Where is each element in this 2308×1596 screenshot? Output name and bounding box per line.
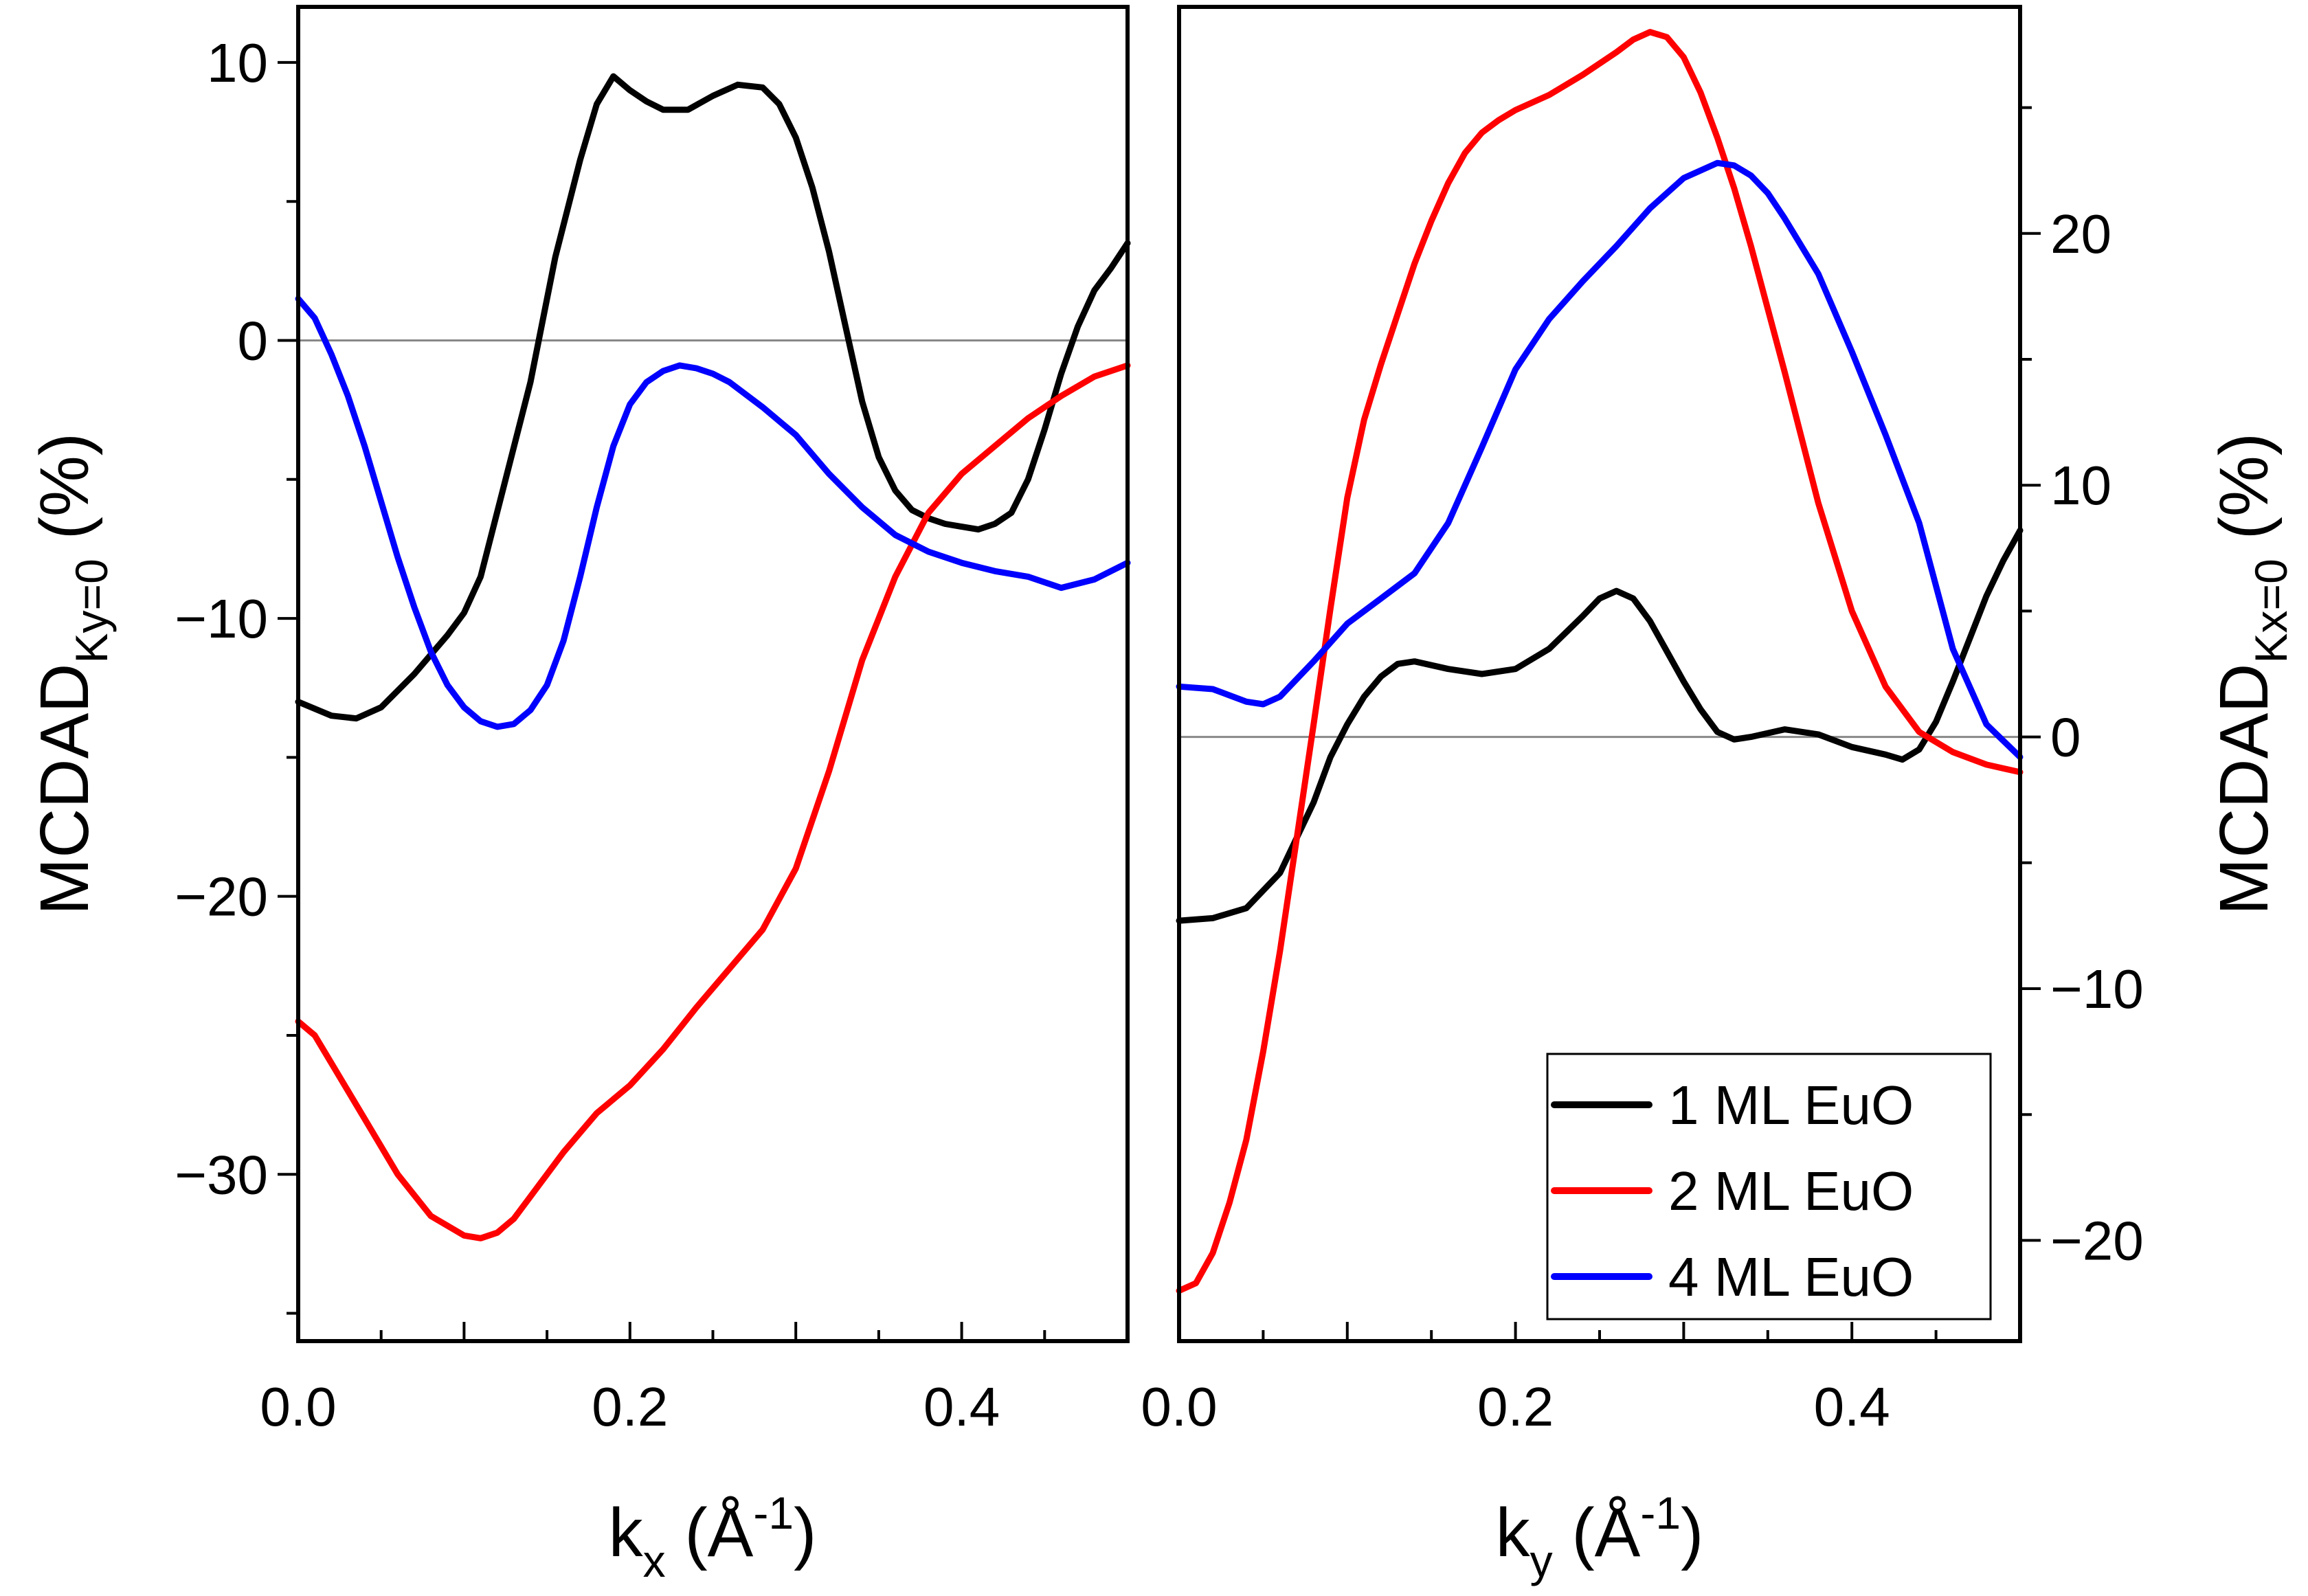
y-tick-label: −20 (175, 866, 268, 928)
y-tick-label: −30 (175, 1144, 268, 1205)
x-tick-label: 0.0 (260, 1376, 336, 1437)
x-tick-label: 0.4 (1814, 1376, 1890, 1437)
y-tick-label: 0 (238, 311, 269, 372)
y-tick-label: 10 (2050, 455, 2111, 516)
series-layer (1176, 29, 2024, 1294)
series-line-3 (295, 295, 1131, 730)
legend-label-4ml: 4 ML EuO (1668, 1246, 1914, 1307)
series-line-1 (295, 73, 1131, 722)
y-tick-label: 0 (2050, 707, 2081, 768)
y-tick-label: −10 (175, 588, 268, 649)
y-tick-label: 10 (207, 32, 268, 93)
legend: 1 ML EuO 2 ML EuO 4 ML EuO (1546, 1053, 1992, 1320)
x-tick-label: 0.0 (1141, 1376, 1217, 1437)
x-tick-label: 0.4 (923, 1376, 1000, 1437)
series-line-2 (1176, 29, 2024, 1294)
tick-layer: 0.0 0.2 0.4 20 10 0 −10 −20 (1141, 106, 2144, 1437)
x-axis-title: ky (Å-1) (1496, 1487, 1704, 1586)
left-panel: 0.0 0.2 0.4 10 0 −10 −20 −30 kx (Å-1) MCDADKy=0… (26, 5, 1131, 1586)
y-tick-label: 20 (2050, 203, 2111, 265)
x-axis-title: kx (Å-1) (609, 1487, 817, 1586)
series-line-2 (295, 362, 1131, 1241)
y-tick-label: −20 (2050, 1210, 2144, 1271)
tick-layer: 0.0 0.2 0.4 10 0 −10 −20 −30 (175, 32, 1129, 1437)
series-line-1 (1176, 527, 2024, 924)
legend-label-1ml: 1 ML EuO (1668, 1075, 1914, 1136)
right-panel: 0.0 0.2 0.4 20 10 0 −10 −20 ky (Å-1) MCDADKx=0 … (1141, 5, 2296, 1586)
series-line-3 (1176, 159, 2024, 761)
x-tick-label: 0.2 (592, 1376, 668, 1437)
y-tick-label: −10 (2050, 958, 2144, 1020)
y-axis-title: MCDADKy=0 (%) (26, 433, 117, 915)
x-tick-label: 0.2 (1477, 1376, 1554, 1437)
series-layer (295, 73, 1131, 1241)
legend-label-2ml: 2 ML EuO (1668, 1160, 1914, 1222)
y-axis-title: MCDADKx=0 (%) (2206, 433, 2296, 915)
